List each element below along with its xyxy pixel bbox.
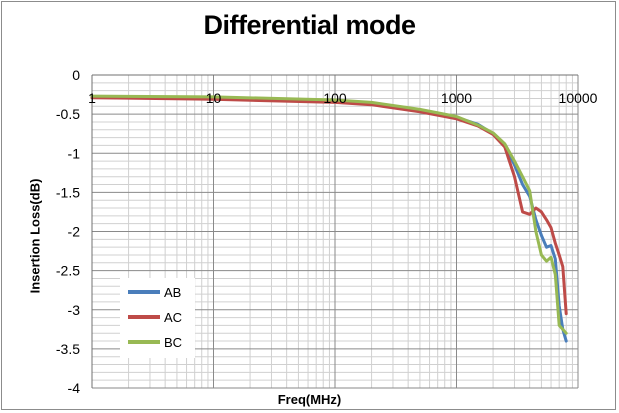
- series-line-ac: [90, 96, 568, 316]
- x-tick-label: 1000: [441, 90, 472, 106]
- series-line-bc: [90, 94, 568, 335]
- legend-label-ab: AB: [164, 285, 181, 300]
- tick-labels: 1 10 100 1000 10000 0 -0.5 -1 -1.5 -2 -2.5 -3 -3.5 -4: [56, 67, 598, 396]
- chart-title: Differential mode: [203, 10, 416, 40]
- x-tick-label: 10: [206, 90, 222, 106]
- y-tick-label: -3.5: [56, 341, 80, 357]
- series-lines: [90, 94, 568, 343]
- legend-label-ac: AC: [164, 310, 182, 325]
- legend: AB AC BC: [120, 278, 195, 358]
- y-tick-label: -4: [68, 380, 81, 396]
- y-tick-label: -0.5: [56, 106, 80, 122]
- y-tick-label: -1: [68, 145, 81, 161]
- x-tick-label: 1: [88, 90, 96, 106]
- y-tick-label: 0: [72, 67, 80, 83]
- x-tick-label: 100: [323, 90, 347, 106]
- y-tick-label: -2.5: [56, 263, 80, 279]
- y-tick-label: -1.5: [56, 184, 80, 200]
- y-tick-label: -2: [68, 224, 81, 240]
- legend-label-bc: BC: [164, 335, 182, 350]
- y-tick-label: -3: [68, 302, 81, 318]
- x-axis-label: Freq(MHz): [277, 392, 342, 407]
- x-tick-label: 10000: [559, 90, 598, 106]
- axes: [91, 74, 578, 388]
